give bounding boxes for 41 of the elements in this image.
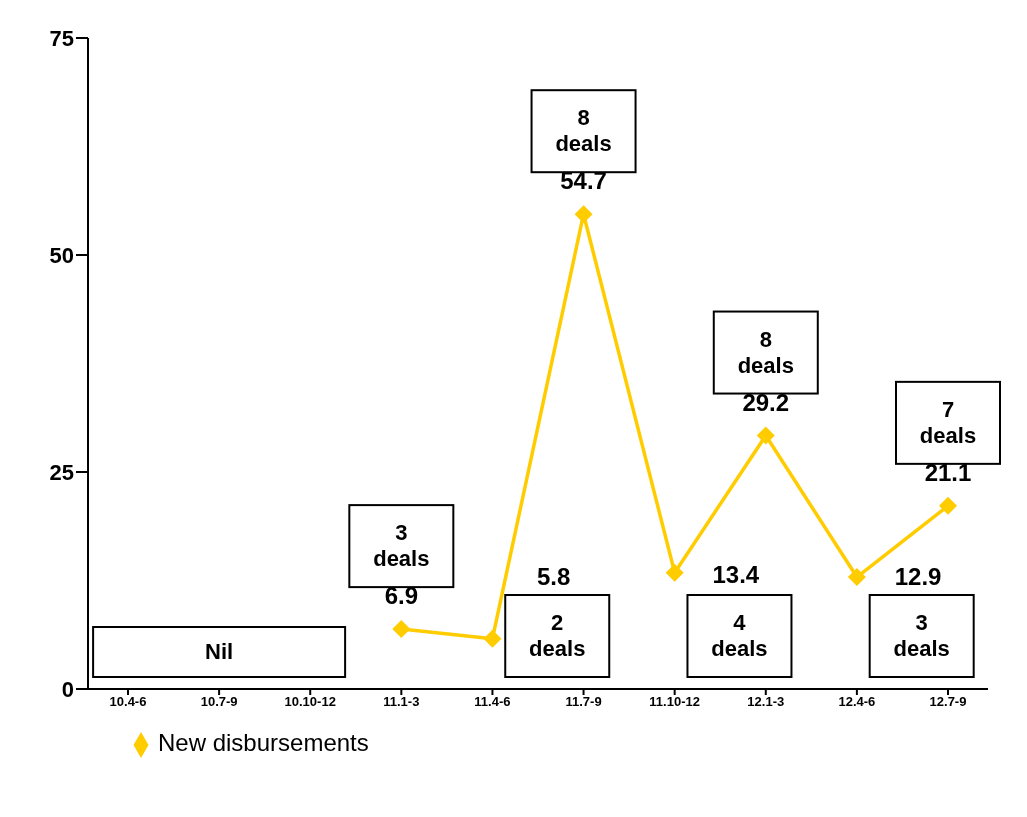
annotation: 3 deals: [373, 520, 430, 572]
x-tick-label: 12.7-9: [929, 694, 967, 710]
point: [847, 568, 866, 587]
annotation: 3 deals: [893, 610, 950, 661]
point: [665, 563, 684, 582]
legend-label: New disbursements: [158, 729, 369, 756]
annotation: 7 deals: [919, 396, 977, 448]
x-tick-label: 12.4-6: [838, 694, 876, 710]
x-tick-label: 10.4-6: [109, 694, 147, 710]
x-tick-label: 11.1-3: [383, 694, 420, 710]
text-box: 7 deals: [895, 380, 1001, 465]
point: [392, 620, 411, 639]
annotation: 8 deals: [737, 326, 794, 378]
point: [483, 629, 502, 648]
annotation: 2 deals: [529, 610, 586, 661]
data-label: 12.9: [894, 563, 942, 590]
y-tick-label: 75: [49, 25, 74, 51]
annotation: 4 deals: [711, 610, 768, 661]
text-box: 8 deals: [712, 310, 819, 395]
text-box: 3 deals: [868, 594, 975, 678]
text-box: 8 deals: [530, 89, 637, 174]
data-label: 5.8: [536, 563, 571, 590]
point: [939, 496, 957, 515]
text-box: 2 deals: [504, 594, 611, 678]
x-tick-label: 10.10-12: [284, 694, 336, 710]
y-tick-label: 25: [49, 459, 74, 485]
point: [574, 205, 593, 224]
x-tick-label: 12.1-3: [747, 694, 785, 710]
text-box: Nil: [92, 626, 347, 678]
annotation: Nil: [205, 639, 234, 664]
point: [756, 426, 775, 445]
data-label: 13.4: [712, 560, 760, 588]
text-box: 3 deals: [348, 504, 455, 589]
x-tick-label: 11.4-6: [474, 694, 511, 710]
y-tick-label: 0: [61, 676, 74, 702]
y-tick-label: 50: [49, 242, 74, 268]
x-tick-label: 11.10-12: [649, 694, 700, 710]
x-tick-label: 10.7-9: [200, 694, 238, 710]
x-tick-label: 11.7-9: [565, 694, 602, 710]
text-box: 4 deals: [686, 594, 793, 678]
annotation: 8 deals: [555, 105, 612, 157]
